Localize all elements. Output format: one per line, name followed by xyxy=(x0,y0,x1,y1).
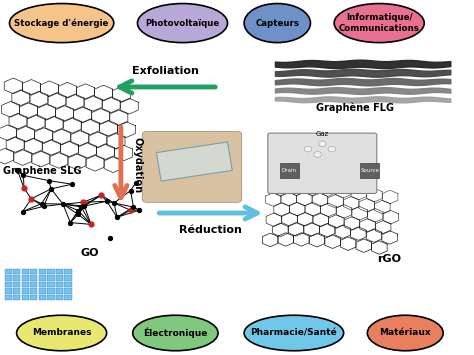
Text: Membranes: Membranes xyxy=(32,328,91,338)
Ellipse shape xyxy=(9,4,114,43)
Circle shape xyxy=(319,141,326,147)
Bar xyxy=(64,295,72,300)
Text: Graphène FLG: Graphène FLG xyxy=(317,103,394,114)
Bar xyxy=(13,295,20,300)
Bar xyxy=(56,269,63,274)
Ellipse shape xyxy=(334,4,424,43)
Bar xyxy=(5,295,12,300)
Bar xyxy=(30,275,37,281)
Text: Oxydation: Oxydation xyxy=(133,137,143,193)
Bar xyxy=(22,269,29,274)
Circle shape xyxy=(314,152,321,157)
Bar xyxy=(39,295,46,300)
FancyBboxPatch shape xyxy=(142,131,242,202)
Bar xyxy=(360,163,379,178)
Bar xyxy=(47,295,55,300)
Circle shape xyxy=(328,146,336,152)
Bar xyxy=(13,269,20,274)
Bar xyxy=(47,282,55,287)
Text: Matériaux: Matériaux xyxy=(380,328,431,338)
Text: Gaz: Gaz xyxy=(316,131,329,137)
Bar xyxy=(13,275,20,281)
Bar xyxy=(5,269,12,274)
Bar xyxy=(30,295,37,300)
Bar xyxy=(64,282,72,287)
Bar xyxy=(56,275,63,281)
Polygon shape xyxy=(156,142,232,181)
Bar xyxy=(56,282,63,287)
Ellipse shape xyxy=(137,4,228,43)
Bar xyxy=(47,269,55,274)
Bar xyxy=(280,163,299,178)
Bar xyxy=(47,275,55,281)
Bar xyxy=(30,269,37,274)
Bar xyxy=(64,288,72,294)
Bar xyxy=(22,275,29,281)
Text: Stockage d'énergie: Stockage d'énergie xyxy=(14,18,109,28)
Ellipse shape xyxy=(17,315,107,351)
Bar xyxy=(22,288,29,294)
Ellipse shape xyxy=(367,315,443,351)
Bar xyxy=(56,295,63,300)
Bar xyxy=(39,275,46,281)
Bar xyxy=(39,282,46,287)
Bar xyxy=(5,282,12,287)
Text: Capteurs: Capteurs xyxy=(255,18,299,28)
Bar xyxy=(22,295,29,300)
Text: Électronique: Électronique xyxy=(143,328,208,338)
Bar xyxy=(30,282,37,287)
FancyBboxPatch shape xyxy=(268,133,377,193)
Bar xyxy=(22,282,29,287)
Text: Drain: Drain xyxy=(282,168,297,173)
Bar xyxy=(39,269,46,274)
Bar xyxy=(39,288,46,294)
Bar xyxy=(64,275,72,281)
Bar xyxy=(30,288,37,294)
Bar xyxy=(64,269,72,274)
Bar xyxy=(47,288,55,294)
Bar xyxy=(13,288,20,294)
Bar xyxy=(5,275,12,281)
Text: Pharmacie/Santé: Pharmacie/Santé xyxy=(250,328,337,338)
Text: Réduction: Réduction xyxy=(180,225,242,235)
Text: Exfoliation: Exfoliation xyxy=(132,66,200,76)
Text: GO: GO xyxy=(81,248,100,258)
Text: Informatique/
Communications: Informatique/ Communications xyxy=(339,13,419,33)
Bar xyxy=(13,282,20,287)
Ellipse shape xyxy=(244,4,310,43)
Ellipse shape xyxy=(244,315,344,351)
Text: Graphène SLG: Graphène SLG xyxy=(3,165,82,176)
Text: Source: Source xyxy=(360,168,379,173)
Ellipse shape xyxy=(133,315,218,351)
Text: rGO: rGO xyxy=(377,254,401,264)
Bar xyxy=(56,288,63,294)
Circle shape xyxy=(304,146,312,152)
Text: Photovoltaïque: Photovoltaïque xyxy=(146,18,219,28)
Bar xyxy=(5,288,12,294)
